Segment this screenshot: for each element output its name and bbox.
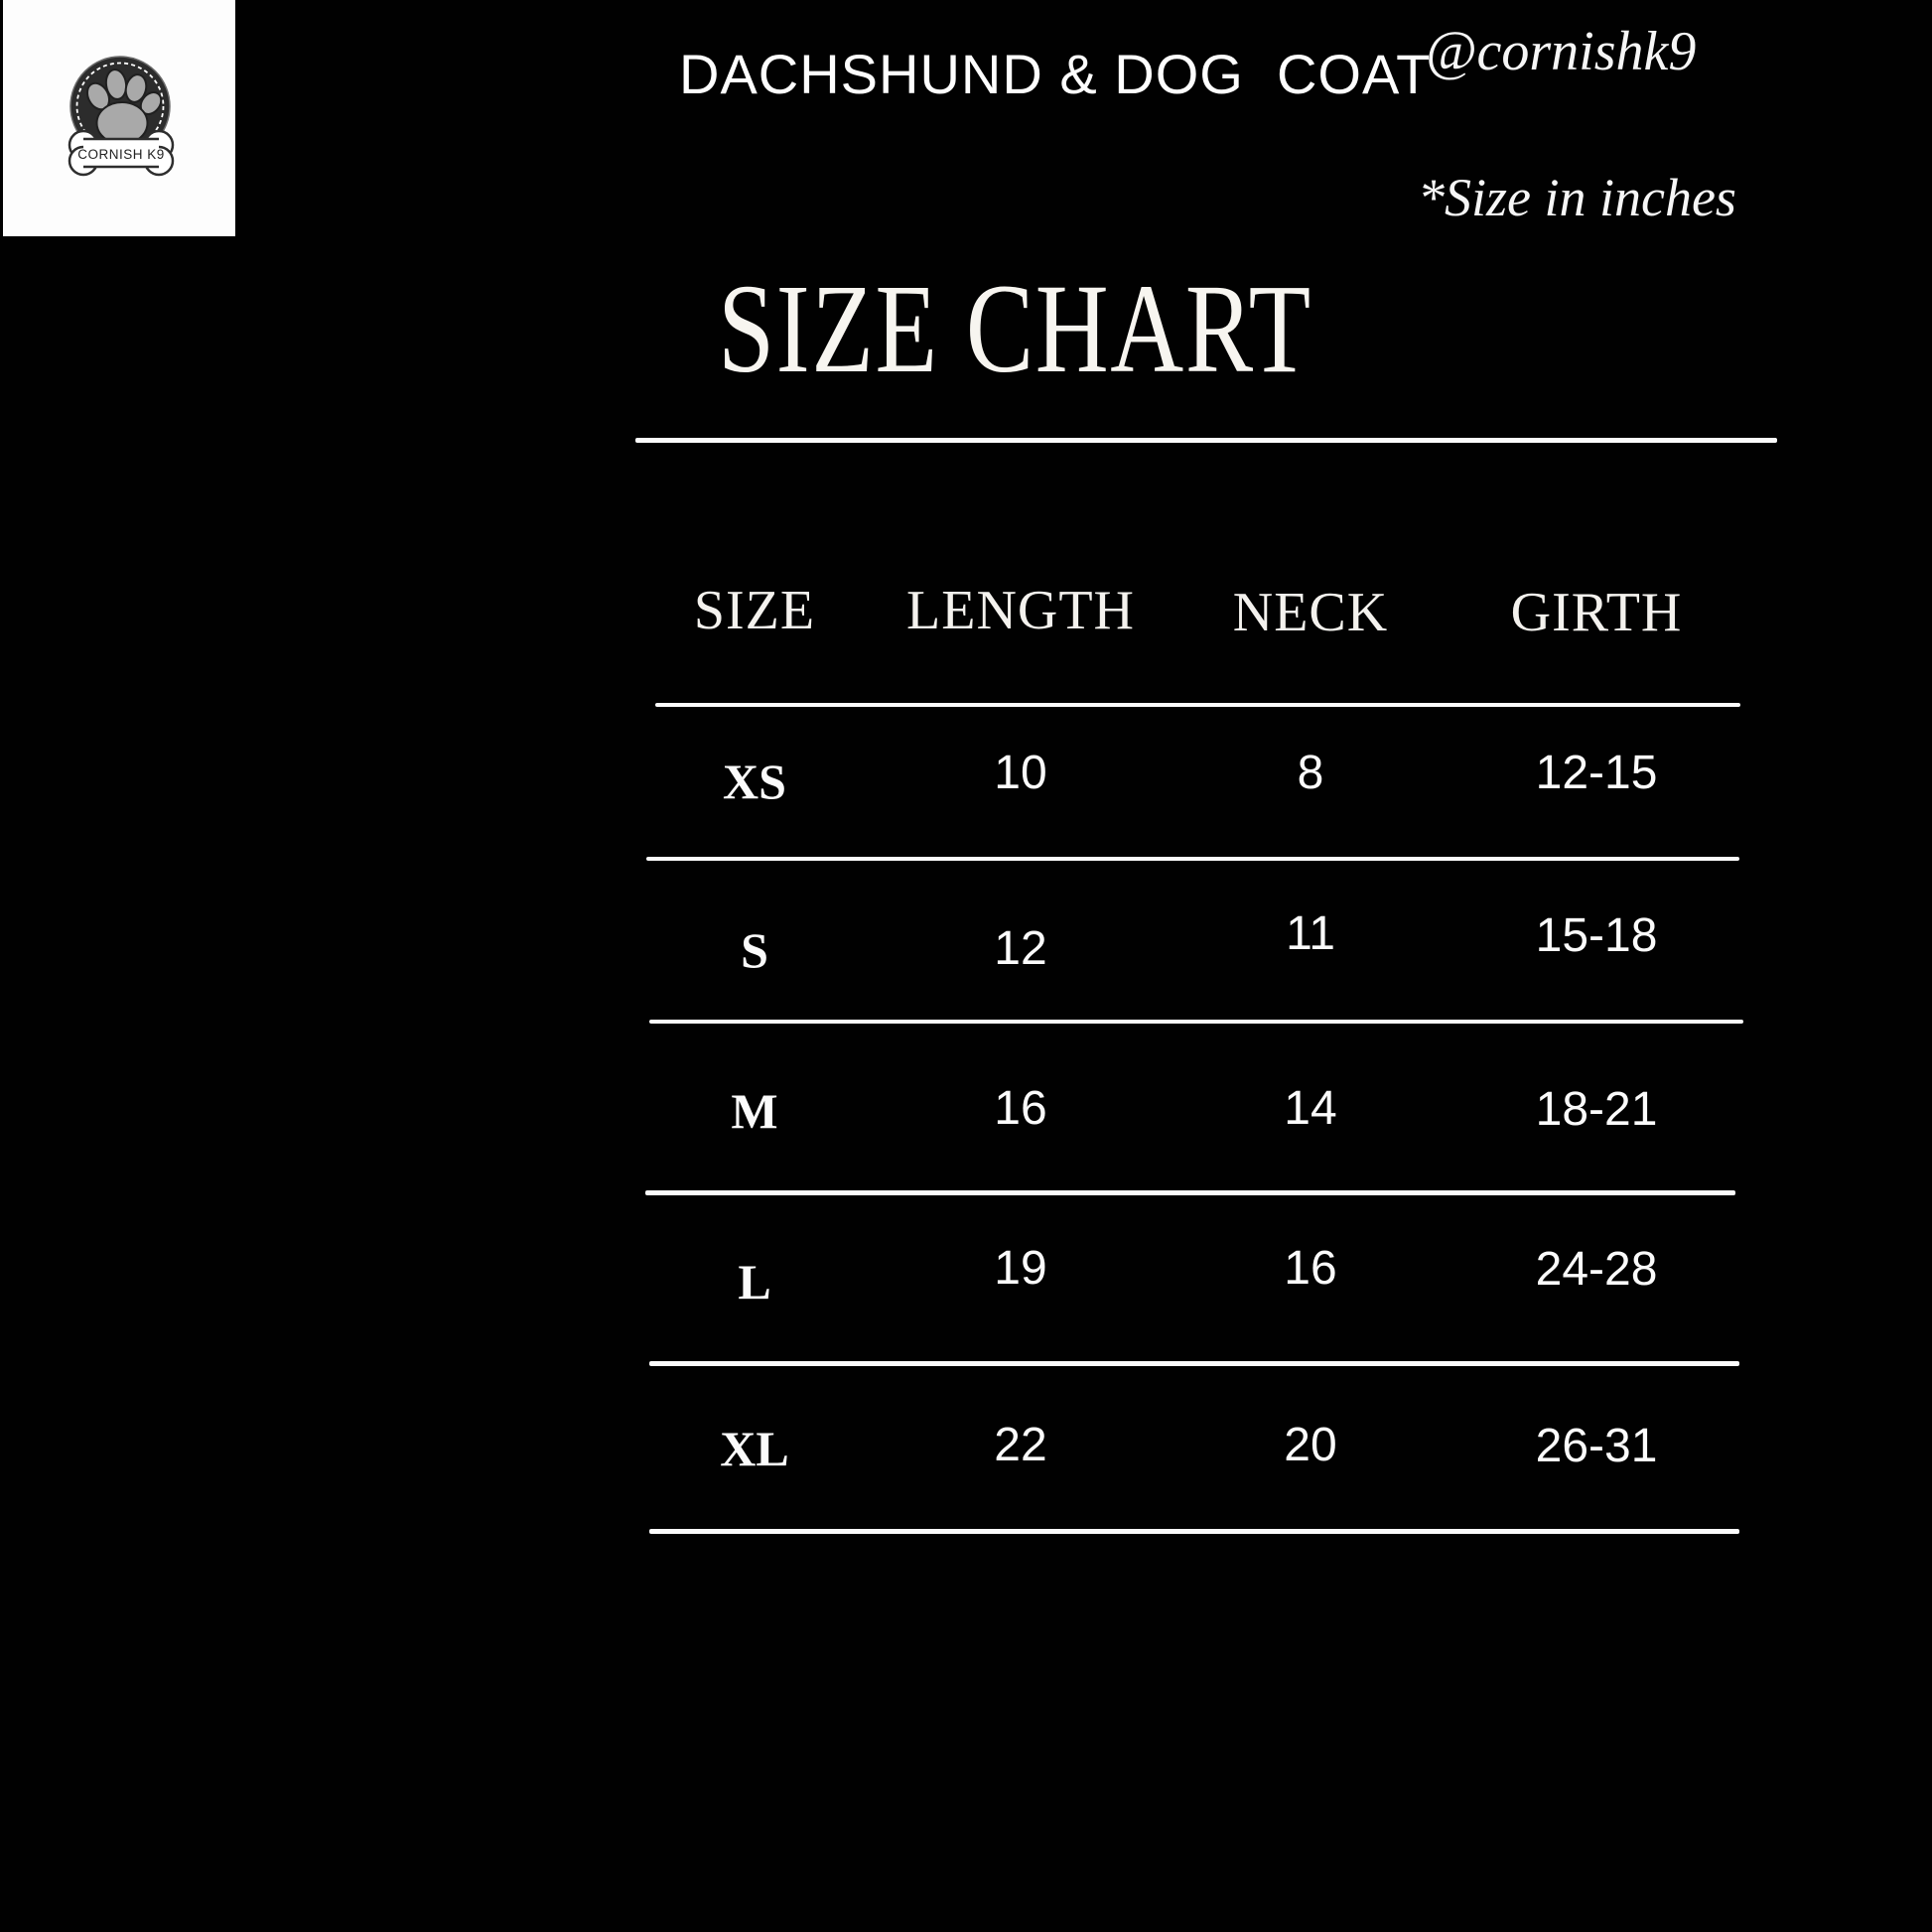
row-m-size: M (731, 1083, 778, 1139)
paw-badge-icon: CORNISH K9 (68, 56, 175, 177)
size-unit-note: *Size in inches (1418, 168, 1736, 227)
row-separator-xs (646, 857, 1739, 861)
row-separator-m (645, 1190, 1735, 1195)
product-title: DACHSHUND & DOG COAT (679, 43, 1432, 105)
table-bottom-rule (649, 1529, 1739, 1534)
row-xl-size: XL (720, 1421, 789, 1476)
row-l-length: 19 (994, 1242, 1047, 1295)
row-l-neck: 16 (1284, 1242, 1337, 1295)
row-xs-girth: 12-15 (1535, 747, 1658, 799)
row-xs-length: 10 (994, 747, 1047, 799)
row-m-length: 16 (994, 1082, 1047, 1135)
chart-title: SIZE CHART (718, 258, 1312, 399)
row-separator-l (649, 1361, 1739, 1366)
logo-brand-name: CORNISH K9 (77, 147, 165, 162)
col-header-size: SIZE (693, 580, 816, 641)
row-m-neck: 14 (1284, 1082, 1337, 1135)
row-l-girth: 24-28 (1535, 1243, 1658, 1296)
row-s-size: S (741, 922, 768, 978)
row-l-size: L (738, 1254, 771, 1310)
social-handle: @cornishk9 (1426, 21, 1697, 82)
row-s-length: 12 (994, 922, 1047, 975)
header-separator (655, 703, 1740, 707)
row-xs-neck: 8 (1297, 747, 1324, 799)
col-header-length: LENGTH (906, 580, 1135, 641)
row-xl-length: 22 (994, 1419, 1047, 1471)
title-underline (635, 438, 1777, 443)
row-s-girth: 15-18 (1535, 909, 1658, 962)
col-header-neck: NECK (1232, 582, 1389, 643)
row-m-girth: 18-21 (1535, 1083, 1658, 1136)
row-xl-girth: 26-31 (1535, 1420, 1658, 1472)
bone-icon (68, 129, 175, 177)
paw-icon (85, 69, 163, 145)
row-xs-size: XS (723, 754, 786, 809)
row-separator-s (649, 1020, 1743, 1024)
row-xl-neck: 20 (1284, 1419, 1337, 1471)
brand-logo-box: CORNISH K9 (3, 0, 235, 236)
row-s-neck: 11 (1286, 907, 1335, 960)
col-header-girth: GIRTH (1510, 582, 1683, 643)
